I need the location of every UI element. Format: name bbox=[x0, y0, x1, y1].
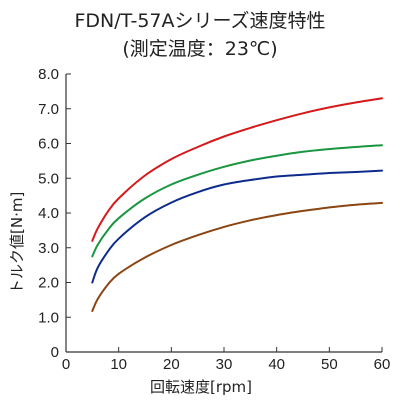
x-axis-label: 回転速度[rpm] bbox=[150, 378, 252, 396]
y-tick-label: 6.0 bbox=[38, 136, 59, 153]
y-tick-label: 2.0 bbox=[38, 275, 59, 292]
x-tick-label: 50 bbox=[321, 356, 338, 373]
x-tick-label: 30 bbox=[216, 356, 233, 373]
series-lines bbox=[92, 98, 382, 311]
x-tick-label: 40 bbox=[268, 356, 285, 373]
series-line-2 bbox=[92, 145, 382, 256]
y-tick-label: 5.0 bbox=[38, 170, 59, 187]
y-tick-label: 8.0 bbox=[38, 66, 59, 83]
y-tick-label: 0 bbox=[51, 344, 59, 361]
y-tick-label: 7.0 bbox=[38, 101, 59, 118]
x-tick-label: 60 bbox=[374, 356, 391, 373]
tick-labels: 0 10 20 30 40 50 60 0 1.0 2.0 3.0 4.0 5.0 6.0 7.0 8.0 bbox=[38, 66, 390, 373]
series-line-1 bbox=[92, 98, 382, 241]
y-axis-label: トルク値[N·m] bbox=[8, 192, 26, 294]
x-tick-label: 20 bbox=[163, 356, 180, 373]
y-tick-label: 1.0 bbox=[38, 309, 59, 326]
y-tick-label: 4.0 bbox=[38, 205, 59, 222]
y-tick-label: 3.0 bbox=[38, 240, 59, 257]
series-line-3 bbox=[92, 171, 382, 283]
series-line-4 bbox=[92, 203, 382, 311]
x-tick-label: 0 bbox=[62, 356, 70, 373]
axes bbox=[66, 74, 382, 352]
x-tick-label: 10 bbox=[110, 356, 127, 373]
